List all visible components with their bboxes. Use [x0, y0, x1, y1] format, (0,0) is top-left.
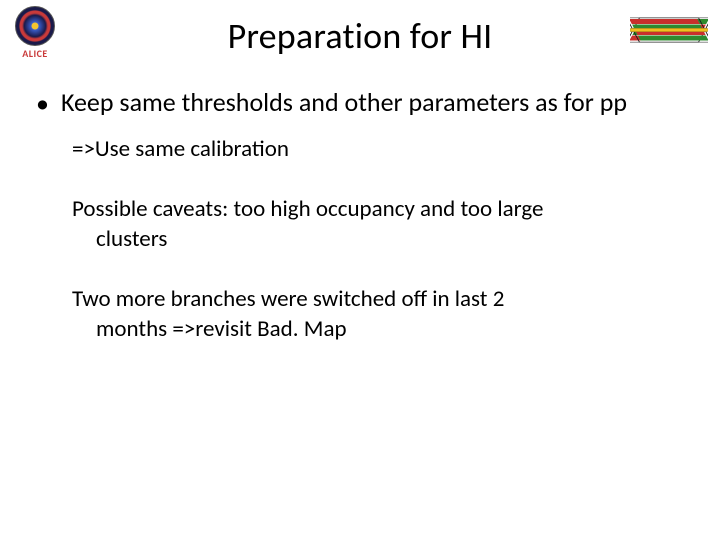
slide-title: Preparation for HI: [0, 0, 720, 58]
slide: ALICE Pr: [0, 0, 720, 540]
sub-text-branches: Two more branches were switched off in l…: [72, 284, 684, 344]
detector-logo-icon: [630, 6, 708, 54]
alice-badge-icon: [15, 6, 55, 46]
alice-logo: ALICE: [10, 6, 60, 60]
sub-text-calibration: =>Use same calibration: [72, 134, 684, 164]
bullet-text: Keep same thresholds and other parameter…: [61, 86, 627, 119]
alice-logo-text: ALICE: [10, 47, 60, 60]
branches-line1: Two more branches were switched off in l…: [72, 284, 684, 314]
bullet-item: • Keep same thresholds and other paramet…: [36, 86, 684, 120]
caveats-line1: Possible caveats: too high occupancy and…: [72, 194, 684, 224]
slide-body: • Keep same thresholds and other paramet…: [36, 86, 684, 344]
bullet-marker-icon: •: [36, 86, 49, 120]
branches-line2: months =>revisit Bad. Map: [72, 314, 684, 344]
caveats-line2: clusters: [72, 224, 684, 254]
sub-text-caveats: Possible caveats: too high occupancy and…: [72, 194, 684, 254]
